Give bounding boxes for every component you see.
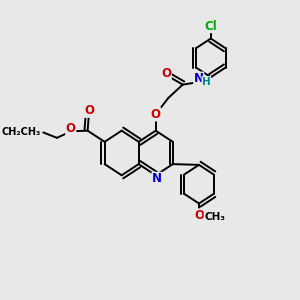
Text: O: O	[84, 104, 94, 117]
Text: O: O	[161, 67, 171, 80]
Text: N: N	[152, 172, 162, 185]
Text: H: H	[202, 76, 211, 87]
Text: CH₃: CH₃	[204, 212, 225, 223]
Text: O: O	[194, 209, 204, 222]
Text: O: O	[151, 108, 161, 121]
Text: O: O	[66, 122, 76, 135]
Text: N: N	[194, 72, 204, 85]
Text: CH₂CH₃: CH₂CH₃	[2, 128, 41, 137]
Text: Cl: Cl	[204, 20, 217, 33]
